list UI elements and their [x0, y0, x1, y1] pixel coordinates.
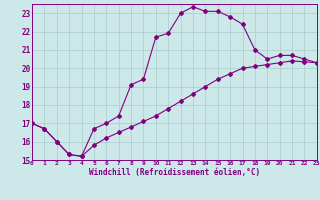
- X-axis label: Windchill (Refroidissement éolien,°C): Windchill (Refroidissement éolien,°C): [89, 168, 260, 177]
